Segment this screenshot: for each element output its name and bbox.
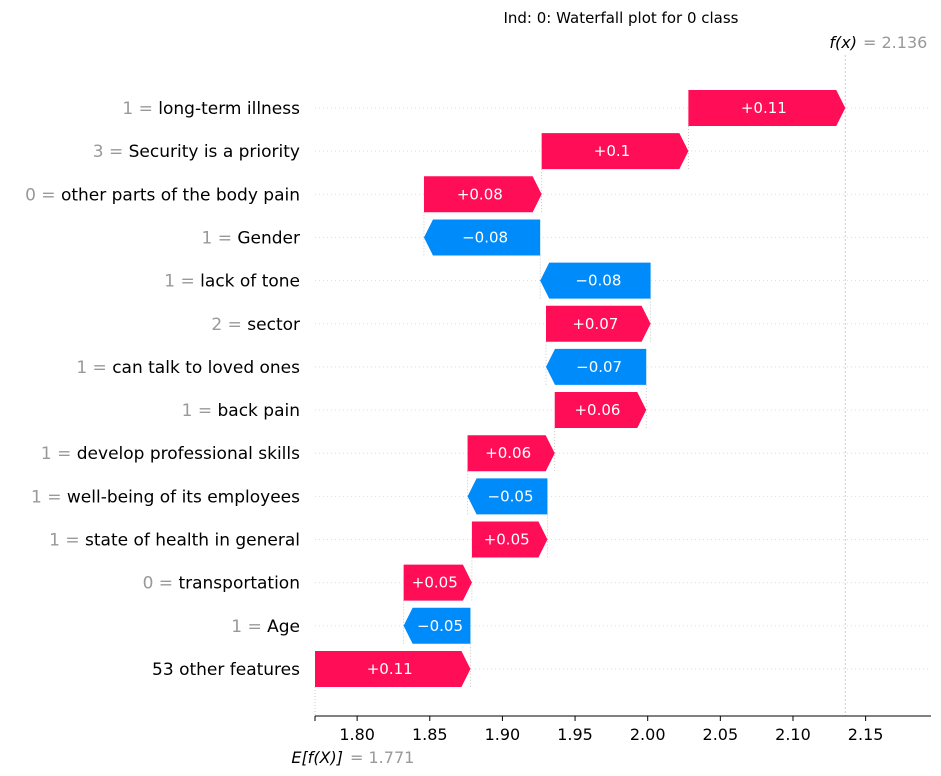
bar-value-label: −0.05 xyxy=(417,617,463,635)
feature-label: 3 = Security is a priority xyxy=(93,142,300,162)
x-tick-label: 1.85 xyxy=(412,725,448,744)
waterfall-bar xyxy=(540,262,651,299)
feature-labels: 1 = long-term illness 3 = Security is a p… xyxy=(25,99,300,680)
feature-label: 1 = Age xyxy=(231,617,300,637)
waterfall-bar xyxy=(471,521,548,558)
bar-value-label: −0.08 xyxy=(462,228,508,246)
feature-label: 1 = state of health in general xyxy=(49,531,300,551)
waterfall-bar xyxy=(403,607,471,644)
output-value-text: = 2.136 xyxy=(863,33,927,52)
x-axis: 1.80 1.85 1.90 1.95 2.00 2.05 2.10 2.15 xyxy=(314,715,931,744)
x-tick-label: 2.00 xyxy=(630,725,666,744)
waterfall-bar xyxy=(467,478,548,515)
waterfall-bar xyxy=(541,133,689,170)
waterfall-bar xyxy=(315,650,471,687)
x-tick-label: 1.80 xyxy=(339,725,375,744)
feature-label: 1 = develop professional skills xyxy=(41,444,300,464)
base-value-annotation: E[f(X)] = 1.771 xyxy=(291,748,414,767)
bar-value-label: −0.07 xyxy=(576,358,622,376)
bar-value-label: +0.1 xyxy=(594,142,630,160)
waterfall-bar xyxy=(546,348,647,385)
x-tick-label: 2.10 xyxy=(775,725,811,744)
x-tick-label: 2.05 xyxy=(703,725,739,744)
feature-label: 1 = back pain xyxy=(182,401,300,421)
waterfall-bar xyxy=(554,392,647,429)
bar-value-label: +0.06 xyxy=(574,401,620,419)
base-value-label: E[f(X)] xyxy=(291,748,343,767)
bars: +0.11 +0.1 +0.08 −0.08 −0.08 +0.07 −0.07 +0.06 +… xyxy=(315,90,846,687)
output-value-annotation: f(x) = 2.136 xyxy=(829,33,927,52)
base-value-text: = 1.771 xyxy=(350,748,414,767)
feature-label: 0 = other parts of the body pain xyxy=(25,185,300,205)
waterfall-bar xyxy=(467,435,555,472)
x-tick-label: 2.15 xyxy=(848,725,884,744)
feature-label: 1 = Gender xyxy=(201,228,300,248)
bar-value-label: +0.11 xyxy=(367,660,413,678)
feature-label: 53 other features xyxy=(152,660,300,680)
bar-value-label: +0.11 xyxy=(741,99,787,117)
feature-label: 1 = long-term illness xyxy=(122,99,300,119)
bar-value-label: +0.08 xyxy=(457,185,503,203)
x-tick-label: 1.90 xyxy=(485,725,521,744)
feature-label: 1 = well-being of its employees xyxy=(31,487,300,507)
waterfall-bar xyxy=(423,176,542,213)
bar-value-label: +0.06 xyxy=(485,444,531,462)
feature-label: 1 = lack of tone xyxy=(164,272,300,292)
chart-title: Ind: 0: Waterfall plot for 0 class xyxy=(503,9,738,27)
waterfall-bar xyxy=(403,564,472,601)
connector-lines xyxy=(314,126,689,716)
bar-value-label: −0.05 xyxy=(488,487,534,505)
waterfall-bar xyxy=(423,219,541,256)
waterfall-bar xyxy=(546,305,651,342)
feature-label: 0 = transportation xyxy=(143,574,300,594)
waterfall-bar xyxy=(688,90,846,126)
bar-value-label: +0.05 xyxy=(412,574,458,592)
feature-label: 1 = can talk to loved ones xyxy=(76,358,300,378)
feature-label: 2 = sector xyxy=(211,315,300,335)
output-value-label: f(x) xyxy=(829,33,857,52)
bar-value-label: −0.08 xyxy=(575,272,621,290)
bar-value-label: +0.07 xyxy=(572,315,618,333)
bar-value-label: +0.05 xyxy=(484,531,530,549)
x-tick-label: 1.95 xyxy=(557,725,593,744)
